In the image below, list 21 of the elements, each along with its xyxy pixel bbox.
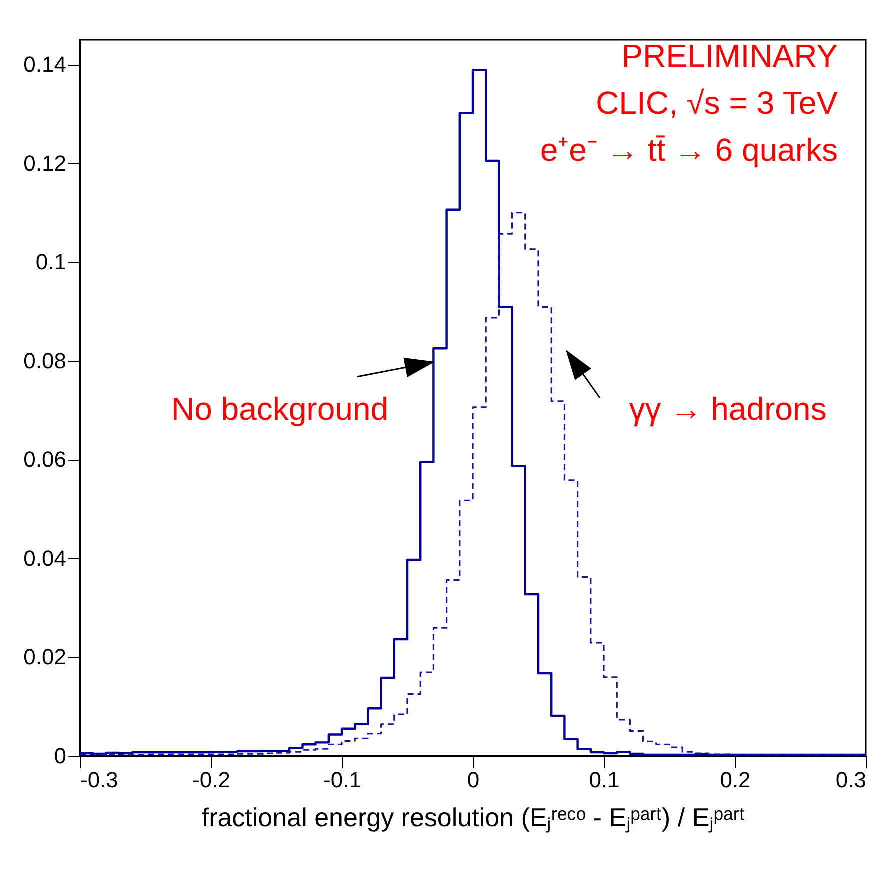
y-tick-label: 0.12 (24, 150, 66, 176)
y-tick-label: 0.04 (24, 546, 66, 571)
x-tick-label: 0 (467, 768, 480, 792)
x-tick-label: 0.3 (836, 768, 866, 792)
annotation: γγ → hadrons (629, 391, 827, 427)
y-tick-label: 0.02 (24, 644, 66, 670)
y-tick-label: 0 (54, 744, 66, 768)
x-tick-label: -0.1 (324, 768, 362, 792)
x-tick-label: -0.3 (80, 768, 118, 792)
annotation: PRELIMINARY (622, 38, 838, 74)
annotation: CLIC, √s = 3 TeV (596, 85, 839, 121)
x-tick-label: -0.2 (192, 768, 230, 792)
x-tick-label: 0.2 (720, 768, 751, 792)
y-tick-label: 0.06 (24, 447, 66, 472)
annotation: No background (171, 391, 389, 427)
annotation: e⁺e⁻ → tt̄ → 6 quarks (540, 132, 838, 168)
y-tick-label: 0.1 (36, 250, 66, 275)
x-tick-label: 0.1 (589, 768, 620, 792)
y-tick-label: 0.08 (24, 348, 66, 374)
x-axis-title: fractional energy resolution (Eⱼʳᵉᶜᵒ - Eⱼᵖᵃʳᵗ) / Eⱼᵖᵃʳᵗ (202, 802, 746, 834)
y-tick-label: 0.14 (24, 52, 66, 78)
